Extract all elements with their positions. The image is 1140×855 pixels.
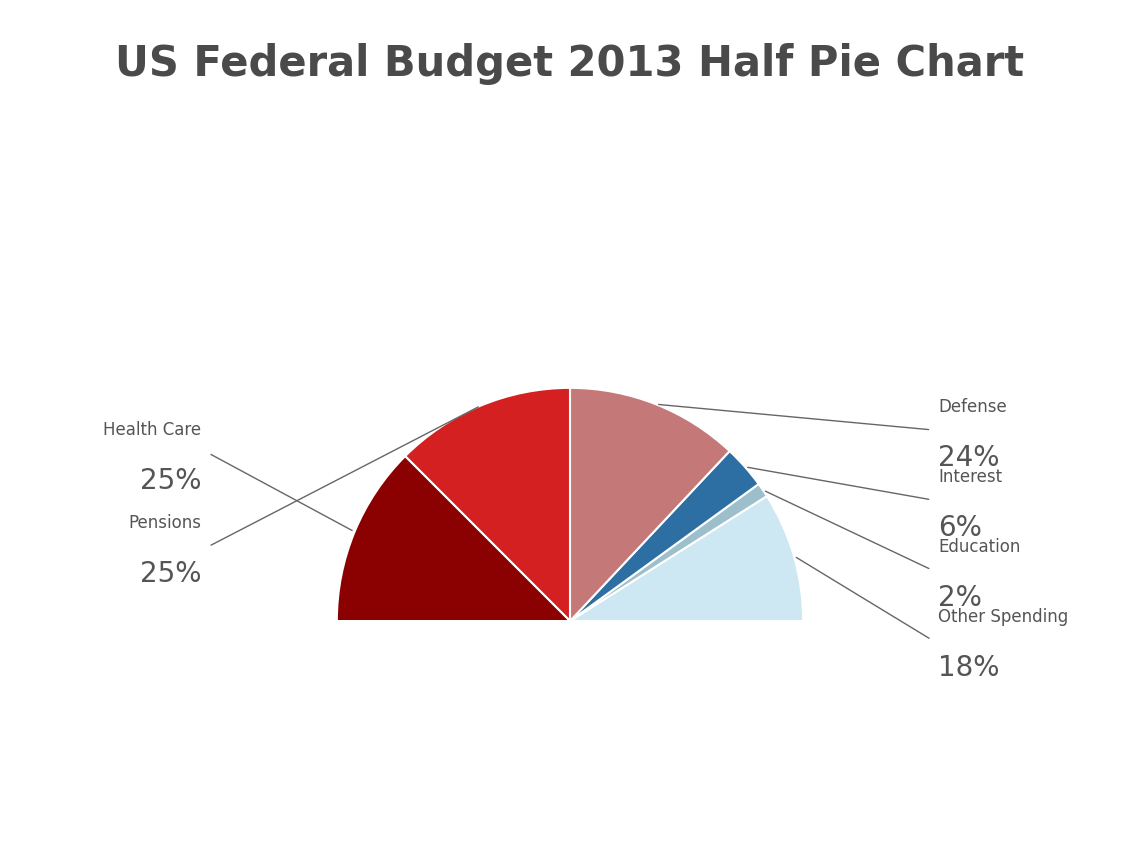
Text: Education: Education — [938, 538, 1020, 556]
Text: 25%: 25% — [140, 560, 202, 588]
Wedge shape — [570, 484, 767, 621]
Wedge shape — [336, 457, 570, 621]
Text: Health Care: Health Care — [104, 422, 202, 439]
Wedge shape — [570, 388, 730, 621]
Wedge shape — [405, 388, 570, 621]
Text: 18%: 18% — [938, 654, 1000, 681]
Text: 24%: 24% — [938, 444, 1000, 472]
Text: Pensions: Pensions — [129, 515, 202, 533]
Text: 6%: 6% — [938, 514, 983, 542]
Text: Interest: Interest — [938, 468, 1002, 486]
Text: 25%: 25% — [140, 467, 202, 495]
Wedge shape — [570, 451, 758, 621]
Text: Defense: Defense — [938, 398, 1007, 416]
Text: 2%: 2% — [938, 584, 983, 611]
Wedge shape — [570, 496, 804, 621]
Text: US Federal Budget 2013 Half Pie Chart: US Federal Budget 2013 Half Pie Chart — [115, 43, 1025, 85]
Text: Other Spending: Other Spending — [938, 608, 1068, 626]
